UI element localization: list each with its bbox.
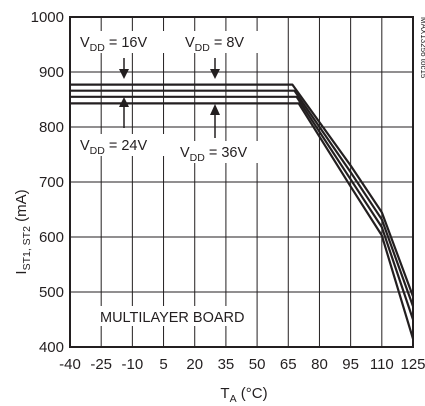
plot-frame — [69, 16, 414, 348]
x-tick-label: 65 — [280, 356, 297, 373]
arrow-vdd-24v — [119, 97, 129, 128]
y-tick-labels: 400 500 600 700 800 900 1000 — [31, 9, 64, 356]
x-tick-label: -40 — [59, 356, 81, 373]
annotation-vdd-8v: VDD = 8V — [185, 35, 244, 54]
x-tick-label: 80 — [311, 356, 328, 373]
series-line-3 — [70, 95, 415, 320]
arrow-vdd-16v — [119, 58, 129, 79]
y-tick-label: 900 — [39, 64, 64, 81]
x-tick-label: 110 — [370, 356, 394, 373]
arrow-vdd-36v — [210, 104, 220, 138]
series-line-2 — [70, 89, 415, 307]
x-tick-label: 35 — [218, 356, 235, 373]
annotation-vdd-16v: VDD = 16V — [80, 35, 147, 54]
y-tick-label: 700 — [39, 174, 64, 191]
arrow-vdd-8v — [210, 58, 220, 79]
x-tick-label: 95 — [342, 356, 359, 373]
series-line-4 — [70, 102, 415, 340]
x-tick-label: 125 — [400, 356, 425, 373]
x-tick-label: -10 — [122, 356, 144, 373]
annotation-multilayer-board: MULTILAYER BOARD — [100, 310, 245, 326]
x-tick-labels: -40 -25 -10 5 20 35 50 65 80 95 110 125 — [59, 356, 425, 373]
y-tick-label: 600 — [39, 229, 64, 246]
y-tick-label: 800 — [39, 119, 64, 136]
x-axis-title: TA (°C) — [220, 385, 267, 405]
y-tick-label: 1000 — [31, 9, 64, 26]
figure-id: MAX13256 toc15 — [419, 17, 425, 79]
y-tick-label: 400 — [39, 339, 64, 356]
x-tick-label: 50 — [249, 356, 266, 373]
x-tick-label: 5 — [159, 356, 167, 373]
x-tick-label: 20 — [186, 356, 203, 373]
x-tick-label: -25 — [90, 356, 112, 373]
y-axis-title: IST1, ST2 (mA) — [13, 189, 33, 274]
series-group — [70, 83, 415, 340]
y-tick-label: 500 — [39, 284, 64, 301]
annotation-vdd-24v: VDD = 24V — [80, 138, 147, 157]
annotation-vdd-36v: VDD = 36V — [180, 145, 247, 164]
series-line-1 — [70, 83, 415, 297]
